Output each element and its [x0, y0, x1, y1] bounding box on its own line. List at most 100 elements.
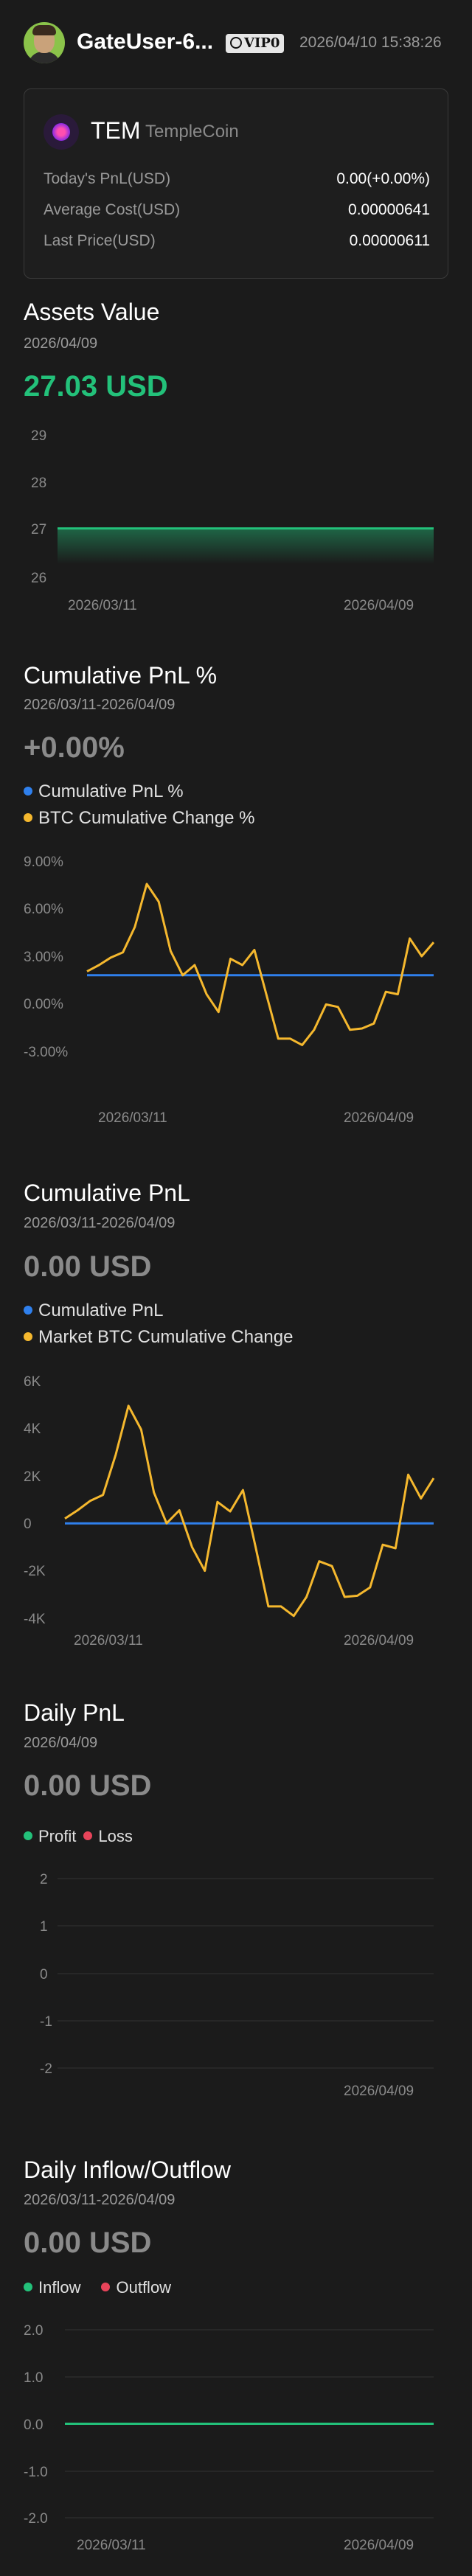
- avatar-hair: [32, 25, 56, 35]
- token-symbol: TEM: [91, 117, 141, 144]
- legend-label: BTC Cumulative Change %: [38, 808, 255, 828]
- y-tick-label: 26: [31, 571, 46, 586]
- x-tick-label: 2026/03/11: [77, 2538, 146, 2553]
- assets-title: Assets Value: [24, 299, 160, 325]
- y-tick-label: -1: [40, 2014, 52, 2030]
- vip-badge[interactable]: VIP0: [226, 34, 285, 53]
- legend-dot: [24, 2283, 32, 2291]
- x-tick-label: 2026/04/09: [344, 2538, 414, 2553]
- legend-dot: [24, 1332, 32, 1341]
- y-tick-label: -2K: [24, 1564, 46, 1579]
- y-tick-label: 1: [40, 1919, 48, 1935]
- series-line-btc: [86, 883, 435, 1046]
- legend-dot: [24, 813, 32, 822]
- legend-dot: [101, 2283, 111, 2291]
- y-tick-label: -3.00%: [24, 1045, 68, 1060]
- cum-pnl-legend-1: Cumulative PnL: [24, 1301, 163, 1321]
- y-tick-label: 3.00%: [24, 950, 63, 965]
- token-card: TEM TempleCoin Today's PnL(USD) 0.00(+0.…: [24, 88, 448, 279]
- y-tick-label: 6K: [24, 1374, 41, 1390]
- cum-pnl-pct-legend-1: Cumulative PnL %: [24, 781, 184, 802]
- cum-pnl-pct-value: +0.00%: [24, 731, 125, 764]
- y-tick-label: 28: [31, 476, 46, 491]
- cum-pnl-title: Cumulative PnL: [24, 1180, 190, 1206]
- y-tick-label: 2: [40, 1872, 48, 1887]
- cum-pnl-pct-legend-2: BTC Cumulative Change %: [24, 808, 254, 829]
- inflow-value: 0.00 USD: [24, 2227, 152, 2259]
- y-tick-label: 29: [31, 428, 46, 444]
- metric-value: 0.00000611: [349, 232, 430, 249]
- y-tick-label: 0: [24, 1517, 32, 1532]
- y-tick-label: 27: [31, 522, 46, 537]
- assets-date: 2026/04/09: [24, 335, 98, 352]
- y-tick-label: 1.0: [24, 2370, 43, 2386]
- series-line-btc: [64, 1404, 435, 1618]
- cum-pnl-pct-title: Cumulative PnL %: [24, 662, 218, 689]
- avatar-body: [28, 52, 60, 63]
- y-tick-label: 2.0: [24, 2323, 43, 2339]
- cum-pnl-pct-date: 2026/03/11-2026/04/09: [24, 697, 176, 713]
- x-tick-label: 2026/03/11: [74, 1633, 143, 1649]
- daily-pnl-title: Daily PnL: [24, 1699, 125, 1726]
- y-tick-label: 0.0: [24, 2417, 43, 2433]
- gate-logo-icon: [230, 37, 242, 49]
- inflow-date: 2026/03/11-2026/04/09: [24, 2192, 176, 2208]
- legend-label: Profit: [38, 1827, 77, 1845]
- username[interactable]: GateUser-6...: [77, 29, 214, 54]
- legend-dot: [24, 1831, 32, 1840]
- cum-pnl-legend-2: Market BTC Cumulative Change: [24, 1327, 293, 1348]
- x-tick-label: 2026/04/09: [344, 1110, 414, 1126]
- y-tick-label: -4K: [24, 1612, 46, 1627]
- y-tick-label: -2: [40, 2061, 52, 2077]
- vip-label: VIP0: [244, 35, 280, 51]
- avatar[interactable]: [24, 22, 65, 63]
- metric-label: Average Cost(USD): [44, 201, 181, 218]
- cum-pnl-chart[interactable]: 6K 4K 2K 0 -2K -4K 2026/03/11 2026/04/09: [0, 1360, 472, 1655]
- legend-dot: [24, 787, 32, 796]
- legend-label: Cumulative PnL %: [38, 781, 184, 801]
- y-tick-label: 0.00%: [24, 997, 63, 1012]
- metric-average-cost: Average Cost(USD) 0.00000641: [44, 201, 430, 219]
- y-tick-label: -6.00%: [24, 840, 68, 844]
- metric-value: 0.00(+0.00%): [336, 170, 430, 187]
- y-tick-label: -1.0: [24, 2465, 48, 2480]
- cum-pnl-pct-chart[interactable]: 9.00% 6.00% 3.00% 0.00% -3.00% -6.00% 2026/03/…: [0, 840, 472, 1135]
- templecoin-icon: [44, 114, 79, 150]
- legend-label: Loss: [98, 1827, 133, 1845]
- token-name: TempleCoin: [145, 122, 239, 142]
- legend-label: Cumulative PnL: [38, 1301, 164, 1320]
- x-tick-label: 2026/04/09: [344, 1633, 414, 1649]
- x-tick-label: 2026/03/11: [68, 598, 137, 613]
- legend-label: Market BTC Cumulative Change: [38, 1327, 294, 1347]
- cum-pnl-value: 0.00 USD: [24, 1250, 152, 1283]
- y-tick-label: -2.0: [24, 2511, 48, 2527]
- daily-pnl-date: 2026/04/09: [24, 1735, 98, 1751]
- inflow-chart[interactable]: 2.0 1.0 0.0 -1.0 -2.0 2026/03/11 2026/04/09: [0, 2308, 472, 2576]
- assets-area-fill: [58, 528, 434, 564]
- snapshot-datetime: 2026/04/10 15:38:26: [299, 34, 442, 51]
- assets-value-chart[interactable]: 29 28 27 26 2026/03/11 2026/04/09: [0, 417, 472, 623]
- metric-label: Last Price(USD): [44, 232, 156, 249]
- header: GateUser-6... VIP0 2026/04/10 15:38:26: [0, 0, 472, 85]
- metric-todays-pnl: Today's PnL(USD) 0.00(+0.00%): [44, 170, 430, 188]
- legend-dot: [83, 1831, 93, 1840]
- metric-last-price: Last Price(USD) 0.00000611: [44, 232, 430, 250]
- inflow-title: Daily Inflow/Outflow: [24, 2156, 231, 2183]
- metric-value: 0.00000641: [348, 201, 430, 218]
- x-tick-label: 2026/04/09: [344, 2084, 414, 2099]
- y-tick-label: 0: [40, 1967, 48, 1983]
- legend-label: Outflow: [116, 2278, 172, 2297]
- y-tick-label: 6.00%: [24, 902, 63, 917]
- x-tick-label: 2026/03/11: [98, 1110, 167, 1126]
- y-tick-label: 9.00%: [24, 854, 63, 870]
- y-tick-label: 2K: [24, 1469, 41, 1485]
- y-tick-label: 4K: [24, 1421, 41, 1437]
- daily-pnl-chart[interactable]: 2 1 0 -1 -2 2026/04/09: [0, 1858, 472, 2101]
- cum-pnl-date: 2026/03/11-2026/04/09: [24, 1215, 176, 1231]
- x-tick-label: 2026/04/09: [344, 598, 414, 613]
- daily-pnl-value: 0.00 USD: [24, 1769, 152, 1802]
- legend-dot: [24, 1306, 32, 1315]
- assets-value: 27.03 USD: [24, 370, 168, 403]
- metric-label: Today's PnL(USD): [44, 170, 171, 187]
- daily-pnl-legend: Profit Loss: [24, 1827, 140, 1846]
